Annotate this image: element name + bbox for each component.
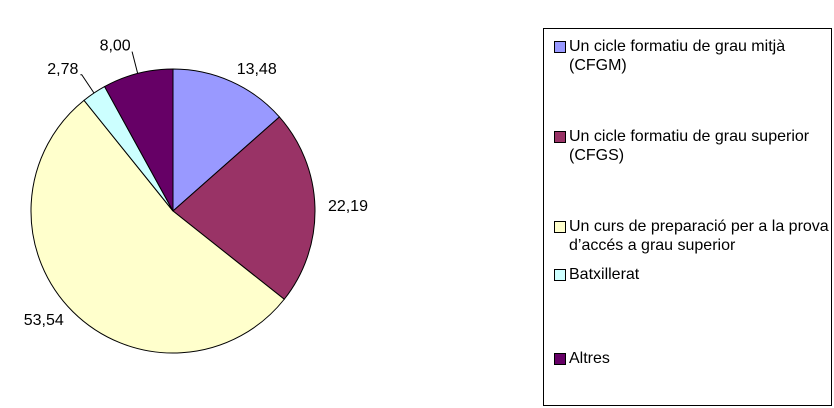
- pie-slice: [103, 68, 174, 212]
- data-label: 8,00: [100, 38, 131, 55]
- legend-label: Un curs de preparació per a la prova d’a…: [569, 218, 829, 254]
- legend-entry: Un cicle formatiu de grau mitjà (CFGM): [554, 37, 830, 75]
- legend-swatch: [554, 221, 566, 233]
- leader-line: [80, 74, 95, 94]
- data-label: 53,54: [24, 312, 64, 329]
- legend-label: Altres: [569, 350, 610, 367]
- leader-line: [131, 51, 139, 74]
- pie-slice: [172, 68, 281, 213]
- legend-label: Un cicle formatiu de grau mitjà (CFGM): [569, 38, 786, 74]
- chart: 13,48 22,19 53,54 2,78 8,00: [24, 38, 368, 354]
- legend-entry: Un curs de preparació per a la prova d’a…: [554, 217, 830, 255]
- data-label: 13,48: [237, 61, 277, 78]
- legend-swatch: [554, 131, 566, 143]
- legend-label: Batxillerat: [569, 266, 640, 283]
- legend-entry: Altres: [554, 349, 830, 368]
- legend-entry: Un cicle formatiu de grau superior (CFGS…: [554, 127, 830, 165]
- data-label: 22,19: [328, 198, 368, 215]
- legend-swatch: [554, 269, 566, 281]
- legend-label: Un cicle formatiu de grau superior (CFGS…: [569, 128, 810, 164]
- legend: Un cicle formatiu de grau mitjà (CFGM) Un…: [543, 28, 832, 406]
- pie-slice: [172, 116, 316, 300]
- pie-slice: [30, 99, 285, 354]
- legend-swatch: [554, 353, 566, 365]
- data-label: 2,78: [47, 61, 78, 78]
- legend-entry: Batxillerat: [554, 265, 830, 284]
- legend-swatch: [554, 41, 566, 53]
